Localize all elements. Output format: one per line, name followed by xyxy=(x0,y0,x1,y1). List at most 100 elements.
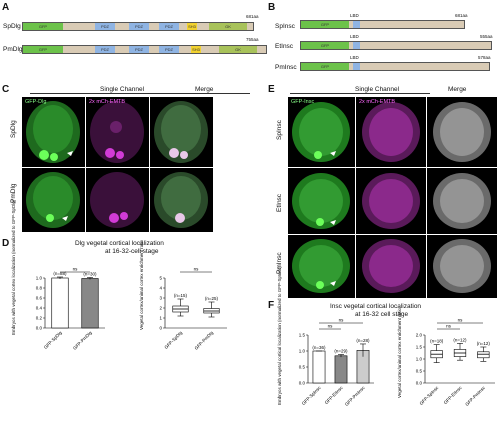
category-label: GFP-SpInsc xyxy=(419,385,440,406)
panel-label-a: A xyxy=(2,2,10,13)
y-tick-label: 0.6 xyxy=(36,296,43,301)
pmdlg-length: 755aa xyxy=(246,37,259,42)
header-line xyxy=(30,93,200,94)
significance-label: ns xyxy=(458,318,464,323)
n-label: (n=36) xyxy=(312,345,326,350)
y-tick-label: 5 xyxy=(159,276,162,281)
y-tick-label: 0.4 xyxy=(36,306,43,311)
spdlg-bar: GFP PDZ PDZ PDZ SH3 GK xyxy=(22,22,254,31)
channel-label-mch: 2x mCh-EMTB xyxy=(89,99,126,105)
y-tick-label: 0.5 xyxy=(299,365,306,370)
lbd-label: LBD xyxy=(350,13,359,18)
gfp-domain: GFP xyxy=(301,21,349,28)
pdz-domain: PDZ xyxy=(95,46,115,53)
pdz-domain: PDZ xyxy=(129,23,149,30)
pdz-domain: PDZ xyxy=(129,46,149,53)
merge-header: Merge xyxy=(448,86,467,93)
box xyxy=(477,351,490,359)
single-channel-header: Single Channel xyxy=(355,86,400,93)
micrograph-gfp-pmdlg xyxy=(22,168,85,232)
significance-label: ns xyxy=(328,324,334,329)
header-line xyxy=(150,93,250,94)
y-tick-label: 4 xyxy=(159,286,162,291)
channel-label-gfp: GFP-Insc xyxy=(291,99,315,105)
y-tick-label: 0.8 xyxy=(36,286,43,291)
n-label: (n=18) xyxy=(430,339,444,344)
spinsc-bar: GFP xyxy=(300,20,465,29)
y-tick-label: 3 xyxy=(159,296,162,301)
n-label: (n=28) xyxy=(356,338,370,343)
micrograph-mch-etinsc xyxy=(356,168,426,234)
row-label-pmdlg: PmDlg xyxy=(3,46,23,53)
lbd-domain xyxy=(353,21,360,28)
header-line xyxy=(290,93,430,94)
micrograph-mch-pmdlg xyxy=(86,168,149,232)
lbd-domain xyxy=(353,42,360,49)
sh3-domain: SH3 xyxy=(191,46,201,53)
sh3-domain: SH3 xyxy=(187,23,197,30)
y-tick-label: 1.5 xyxy=(416,345,423,350)
etinsc-bar: GFP xyxy=(300,41,492,50)
panel-label-b: B xyxy=(268,2,276,13)
micrograph-merge-etinsc xyxy=(427,168,497,234)
lbd-label: LBD xyxy=(350,34,359,39)
y-tick-label: 0.5 xyxy=(416,369,423,374)
pdz-domain: PDZ xyxy=(95,23,115,30)
n-label: (n=29) xyxy=(334,349,348,354)
significance-label: ns xyxy=(73,267,79,272)
row-label-spdlg: SpDlg xyxy=(3,23,21,30)
n-label: (n=88) xyxy=(53,271,67,276)
etinsc-length: 555aa xyxy=(480,34,493,39)
micrograph-mch-spinsc: 2x mCh-EMTB xyxy=(356,97,426,167)
y-tick-label: 2.0 xyxy=(416,333,423,338)
lbd-label: LBD xyxy=(350,55,359,60)
y-tick-label: 1.0 xyxy=(299,349,306,354)
micrograph-gfp-pminsc xyxy=(288,235,355,298)
pdz-domain: PDZ xyxy=(159,46,179,53)
gk-domain: GK xyxy=(219,46,257,53)
row-label-etinsc: EtInsc xyxy=(275,43,294,50)
significance-label: ns xyxy=(446,324,452,329)
n-label: (n=15) xyxy=(174,293,188,298)
spdlg-length: 681aa xyxy=(246,14,259,19)
category-label: GFP-PmInsc xyxy=(464,385,486,407)
chart-subtitle-d: at 16-32-cell stage xyxy=(105,248,159,255)
gfp-domain: GFP xyxy=(23,46,63,53)
spinsc-length: 681aa xyxy=(455,13,468,18)
pdz-domain: PDZ xyxy=(159,23,179,30)
category-label: GFP-EtInsc xyxy=(443,385,464,406)
merge-header: Merge xyxy=(195,86,214,93)
micrograph-gfp-spinsc: GFP-Insc xyxy=(288,97,355,167)
pminsc-bar: GFP xyxy=(300,62,490,71)
micrograph-merge-spdlg xyxy=(150,97,213,167)
micrograph-mch-spdlg: 2x mCh-EMTB xyxy=(86,97,149,167)
n-label: (n=25) xyxy=(205,296,219,301)
pmdlg-bar: GFP PDZ PDZ PDZ SH3 GK xyxy=(22,45,267,54)
y-tick-label: 1.5 xyxy=(299,333,306,338)
row-label-spinsc: SpInsc xyxy=(275,23,295,30)
y-tick-label: 1 xyxy=(159,316,162,321)
gfp-domain: GFP xyxy=(23,23,63,30)
n-label: (n=12) xyxy=(477,341,491,346)
lbd-domain xyxy=(353,63,360,70)
chart-title-d: Dlg vegetal cortical localization xyxy=(75,240,164,247)
y-tick-label: 0.0 xyxy=(36,326,43,331)
y-tick-label: 0.0 xyxy=(299,381,306,386)
y-tick-label: 0.2 xyxy=(36,316,43,321)
panel-label-d: D xyxy=(2,238,10,249)
gfp-domain: GFP xyxy=(301,63,349,70)
micrograph-gfp-etinsc xyxy=(288,168,355,234)
y-tick-label: 0 xyxy=(159,326,162,331)
y-tick-label: 1.0 xyxy=(36,276,43,281)
chart-subtitle-f: at 16-32 cell stage xyxy=(355,311,409,318)
panel-label-e: E xyxy=(268,84,275,95)
row-label-pminsc: PmInsc xyxy=(275,64,297,71)
micrograph-gfp-spdlg: GFP-Dlg xyxy=(22,97,85,167)
y-tick-label: 0.0 xyxy=(416,381,423,386)
gk-domain: GK xyxy=(209,23,247,30)
y-tick-label: 2 xyxy=(159,306,162,311)
